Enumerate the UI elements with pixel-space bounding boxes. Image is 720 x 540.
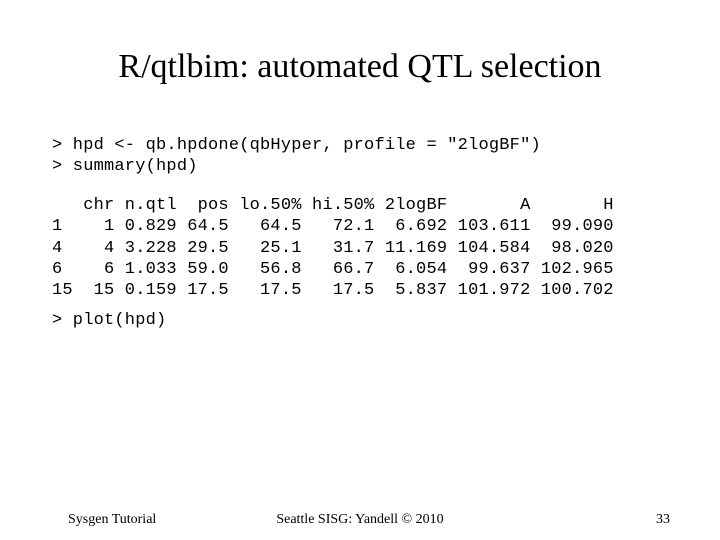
code-line: > hpd <- qb.hpdone(qbHyper, profile = "2… xyxy=(52,136,541,155)
table-row: 15 15 0.159 17.5 17.5 17.5 5.837 101.972… xyxy=(52,281,614,300)
footer-right: 33 xyxy=(656,512,670,528)
slide-title: R/qtlbim: automated QTL selection xyxy=(0,48,720,86)
table-header: chr n.qtl pos lo.50% hi.50% 2logBF A H xyxy=(52,196,614,215)
code-line: > plot(hpd) xyxy=(52,311,166,330)
footer-center: Seattle SISG: Yandell © 2010 xyxy=(0,512,720,528)
table-row: 4 4 3.228 29.5 25.1 31.7 11.169 104.584 … xyxy=(52,239,614,258)
code-line: > summary(hpd) xyxy=(52,157,198,176)
code-plot: > plot(hpd) xyxy=(52,310,166,331)
code-commands: > hpd <- qb.hpdone(qbHyper, profile = "2… xyxy=(52,135,541,178)
slide: R/qtlbim: automated QTL selection > hpd … xyxy=(0,0,720,540)
table-row: 6 6 1.033 59.0 56.8 66.7 6.054 99.637 10… xyxy=(52,260,614,279)
table-row: 1 1 0.829 64.5 64.5 72.1 6.692 103.611 9… xyxy=(52,217,614,236)
code-table: chr n.qtl pos lo.50% hi.50% 2logBF A H 1… xyxy=(52,195,614,301)
